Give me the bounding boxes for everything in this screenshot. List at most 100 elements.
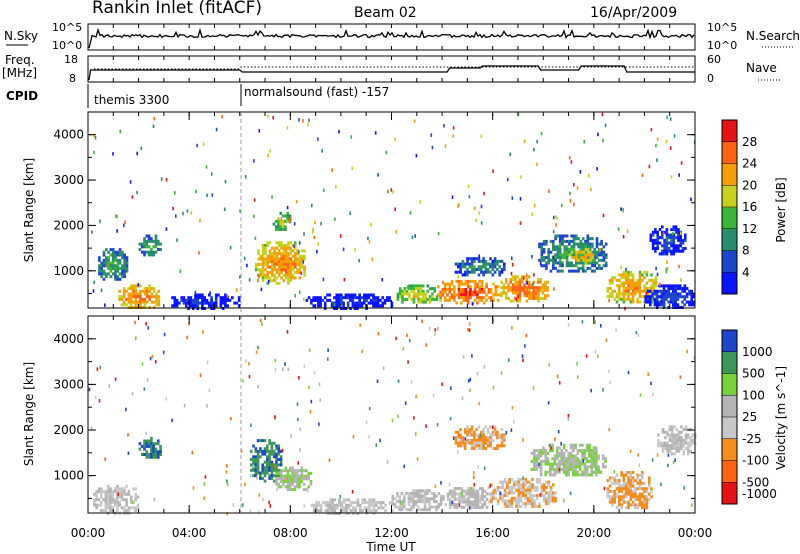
data-cell <box>141 300 144 304</box>
data-cell <box>329 503 332 507</box>
data-cell <box>608 495 612 499</box>
data-cell <box>486 444 490 448</box>
data-cell <box>461 259 465 263</box>
data-cell <box>315 506 318 510</box>
nsearch-tick-top: 10^5 <box>707 21 737 34</box>
data-cell <box>588 454 591 458</box>
data-cell <box>266 265 269 269</box>
data-cell <box>631 289 635 293</box>
data-cell <box>446 298 449 302</box>
data-cell <box>189 304 193 308</box>
data-cell <box>391 497 395 501</box>
data-cell <box>576 465 580 469</box>
data-cell <box>677 438 681 442</box>
data-cell <box>109 509 112 512</box>
data-cell <box>579 242 583 246</box>
data-cell <box>116 492 119 496</box>
data-cell <box>268 466 271 470</box>
nave-tick-top: 60 <box>707 53 721 66</box>
data-cell <box>286 480 290 483</box>
data-cell <box>116 495 119 499</box>
data-cell <box>680 447 683 450</box>
data-cell <box>531 502 534 506</box>
data-cell <box>545 239 548 243</box>
data-cell <box>453 489 457 493</box>
data-cell <box>539 296 542 300</box>
data-cell <box>556 261 560 265</box>
data-cell <box>368 406 371 411</box>
data-cell <box>680 278 682 282</box>
data-cell <box>279 463 283 467</box>
data-cell <box>482 430 485 434</box>
data-cell <box>576 451 580 455</box>
data-cell <box>296 199 298 204</box>
data-cell <box>527 296 531 300</box>
data-cell <box>291 254 295 258</box>
data-cell <box>537 278 540 281</box>
data-cell <box>268 249 272 253</box>
data-cell <box>544 451 547 455</box>
data-cell <box>535 454 538 458</box>
data-cell <box>257 252 260 256</box>
data-cell <box>541 286 545 290</box>
data-cell <box>264 268 267 272</box>
data-cell <box>558 470 561 474</box>
data-cell <box>546 288 549 292</box>
data-cell <box>597 132 599 137</box>
data-cell <box>570 239 573 243</box>
data-cell <box>494 285 498 289</box>
data-cell <box>198 251 200 255</box>
data-cell <box>496 262 499 266</box>
data-cell <box>645 503 649 507</box>
data-cell <box>674 295 677 299</box>
data-cell <box>486 436 490 440</box>
data-cell <box>114 269 117 273</box>
data-cell <box>470 265 474 269</box>
data-cell <box>143 297 147 301</box>
data-cell <box>631 287 635 290</box>
data-cell <box>477 438 481 442</box>
data-cell <box>132 506 135 510</box>
data-cell <box>552 248 555 251</box>
data-cell <box>661 447 665 450</box>
data-cell <box>467 492 470 496</box>
data-cell <box>127 300 131 304</box>
data-cell <box>358 506 362 510</box>
data-cell <box>525 286 529 290</box>
data-cell <box>140 250 144 254</box>
data-cell <box>544 462 547 466</box>
data-cell <box>415 292 418 296</box>
data-cell <box>335 301 338 305</box>
data-cell <box>480 447 483 450</box>
data-cell <box>416 492 420 495</box>
data-cell <box>474 492 477 496</box>
data-cell <box>465 492 468 496</box>
data-cell <box>111 258 115 262</box>
data-cell <box>264 257 267 261</box>
data-cell <box>478 279 481 283</box>
data-cell <box>284 474 287 478</box>
data-cell <box>105 258 108 262</box>
data-cell <box>129 287 133 291</box>
data-cell <box>493 265 497 269</box>
data-cell <box>432 505 436 509</box>
data-cell <box>618 297 621 301</box>
data-cell <box>552 261 555 265</box>
data-cell <box>674 287 677 291</box>
data-cell <box>457 285 461 289</box>
data-cell <box>381 501 385 505</box>
data-cell <box>598 264 601 268</box>
data-cell <box>530 451 534 455</box>
data-cell <box>672 233 676 237</box>
data-cell <box>567 454 570 458</box>
data-cell <box>634 506 637 510</box>
data-cell <box>496 293 500 297</box>
data-cell <box>282 257 286 261</box>
data-cell <box>102 258 106 262</box>
data-cell <box>468 322 471 326</box>
data-cell <box>189 301 193 305</box>
data-cell <box>483 288 486 291</box>
data-cell <box>572 473 575 477</box>
data-cell <box>460 282 463 286</box>
data-cell <box>395 230 398 234</box>
